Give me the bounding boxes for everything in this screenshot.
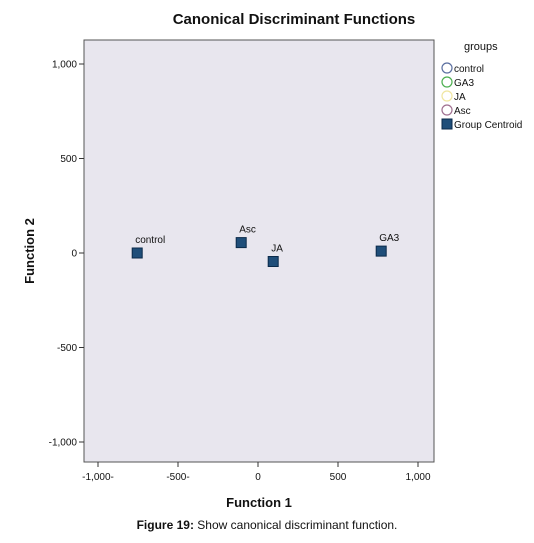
centroid-label-ja: JA — [271, 244, 283, 255]
legend-entry: Group Centroid — [454, 120, 522, 131]
centroid-label-asc: Asc — [239, 225, 256, 236]
x-tick-label: -500- — [166, 472, 189, 483]
legend-marker — [441, 104, 453, 116]
y-tick-label: 500 — [60, 154, 77, 165]
y-tick-label: -500 — [57, 343, 77, 354]
figure-caption: Figure 19: Show canonical discriminant f… — [0, 518, 534, 532]
x-tick-label: -1,000- — [82, 472, 114, 483]
y-tick-label: 1,000 — [52, 60, 77, 71]
legend-entry: Asc — [454, 106, 471, 117]
legend-entry: control — [454, 64, 484, 75]
caption-prefix: Figure 19: — [136, 518, 194, 532]
chart-title: Canonical Discriminant Functions — [173, 11, 416, 28]
x-tick-label: 0 — [255, 472, 261, 483]
centroid-label-ga3: GA3 — [379, 233, 399, 244]
x-axis-title: Function 1 — [226, 495, 292, 510]
centroid-marker-asc — [235, 237, 247, 249]
y-tick-label: 0 — [71, 249, 77, 260]
y-axis: 1,000 500 0 -500 -1,000 — [49, 60, 84, 449]
centroid-label-control: control — [135, 235, 165, 246]
legend-entry: GA3 — [454, 78, 474, 89]
centroid-marker-ga3 — [375, 245, 387, 257]
x-tick-label: 1,000 — [405, 472, 430, 483]
legend-items: control GA3 JA Asc Group Centroid — [441, 62, 522, 131]
legend-title: groups — [464, 41, 498, 53]
legend-entry: JA — [454, 92, 466, 103]
legend: groups control GA3 JA Asc Group Centroid — [441, 41, 522, 131]
centroid-points: control Asc JA GA3 — [131, 225, 400, 268]
y-tick-label: -1,000 — [49, 438, 78, 449]
x-axis: -1,000- -500- 0 500 1,000 — [82, 462, 431, 483]
centroid-marker-control — [131, 247, 143, 259]
legend-marker — [441, 118, 453, 130]
x-tick-label: 500 — [330, 472, 347, 483]
legend-marker — [441, 90, 453, 102]
legend-marker — [441, 62, 453, 74]
caption-text: Show canonical discriminant function. — [193, 518, 398, 532]
y-axis-title: Function 2 — [22, 218, 37, 284]
legend-marker — [441, 76, 453, 88]
centroid-marker-ja — [267, 256, 279, 268]
